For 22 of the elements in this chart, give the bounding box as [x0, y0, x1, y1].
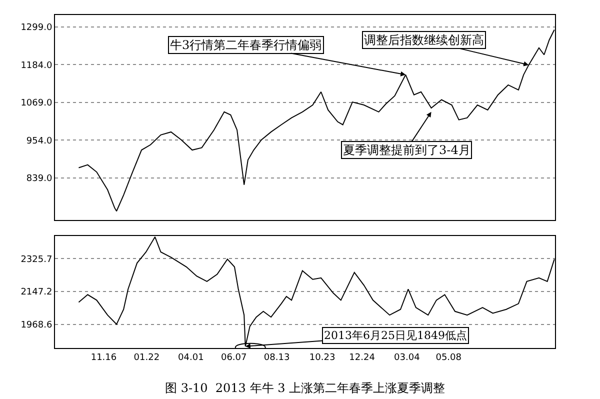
- x-tick-label: 12.24: [349, 352, 376, 363]
- y-tick-label: 1069.0: [20, 98, 52, 109]
- caption: 图 3-10 2013 年牛 3 上涨第二年春季上涨夏季调整: [165, 381, 446, 395]
- y-tick-label: 954.0: [26, 136, 52, 146]
- x-tick-label: 10.23: [309, 352, 336, 363]
- y-tick-label: 1299.0: [20, 22, 52, 33]
- x-tick-label: 08.13: [264, 352, 290, 363]
- y-tick-label: 2325.7: [20, 254, 52, 265]
- y-tick-label: 2147.2: [20, 288, 52, 298]
- x-tick-label: 05.08: [436, 352, 462, 363]
- x-tick-label: 03.04: [394, 352, 420, 363]
- y-tick-label: 839.0: [26, 174, 52, 184]
- x-tick-label: 04.01: [178, 352, 204, 363]
- annotation: 牛3行情第二年春季行情偏弱: [170, 38, 322, 52]
- annotation: 调整后指数继续创新高: [364, 33, 484, 47]
- annotation: 夏季调整提前到了3-4月: [343, 143, 470, 157]
- x-tick-label: 01.22: [134, 352, 160, 363]
- y-tick-label: 1968.6: [20, 320, 52, 330]
- x-tick-label: 06.07: [220, 352, 247, 363]
- annotation: 2013年6月25日见1849低点: [324, 329, 467, 342]
- x-tick-label: 11.16: [90, 352, 117, 363]
- y-tick-label: 1184.0: [20, 60, 52, 71]
